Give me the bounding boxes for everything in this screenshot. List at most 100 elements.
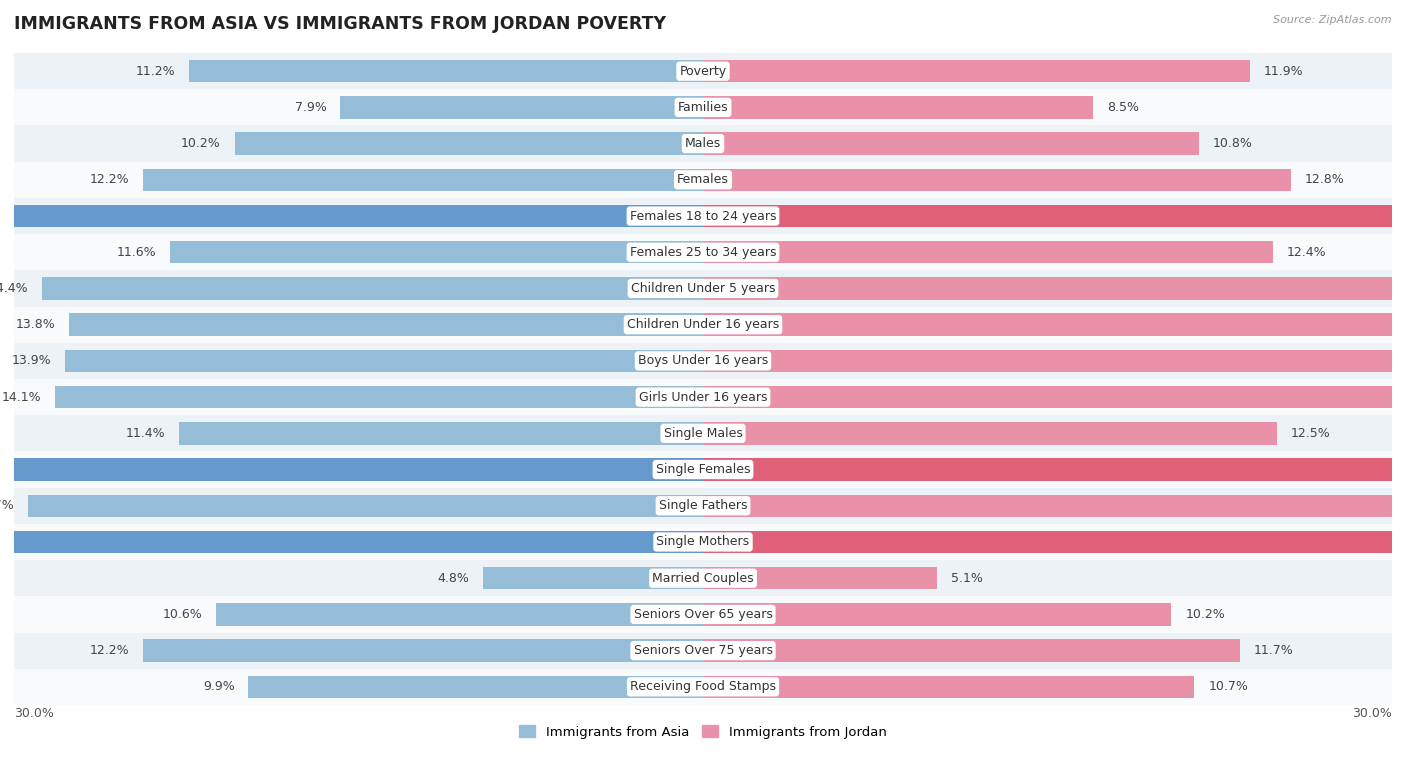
Bar [703,241,1272,264]
Bar [703,531,1406,553]
Text: 11.4%: 11.4% [127,427,166,440]
Bar [340,96,703,118]
Bar [14,343,1392,379]
Bar [69,314,703,336]
Text: 11.7%: 11.7% [1254,644,1294,657]
Text: Girls Under 16 years: Girls Under 16 years [638,390,768,403]
Bar [14,487,1392,524]
Text: Single Males: Single Males [664,427,742,440]
Text: Source: ZipAtlas.com: Source: ZipAtlas.com [1274,15,1392,25]
Text: IMMIGRANTS FROM ASIA VS IMMIGRANTS FROM JORDAN POVERTY: IMMIGRANTS FROM ASIA VS IMMIGRANTS FROM … [14,15,666,33]
Bar [55,386,703,409]
Bar [14,53,1392,89]
Text: 14.1%: 14.1% [1,390,42,403]
Text: Females 18 to 24 years: Females 18 to 24 years [630,209,776,223]
Bar [703,603,1171,625]
Bar [217,603,703,625]
Bar [0,205,703,227]
Bar [14,524,1392,560]
Bar [14,198,1392,234]
Bar [0,459,703,481]
Text: 10.7%: 10.7% [1208,681,1249,694]
Bar [142,640,703,662]
Bar [703,168,1291,191]
Bar [14,669,1392,705]
Text: Receiving Food Stamps: Receiving Food Stamps [630,681,776,694]
Text: Married Couples: Married Couples [652,572,754,584]
Bar [703,567,938,590]
Bar [65,349,703,372]
Bar [14,379,1392,415]
Bar [703,494,1406,517]
Bar [703,349,1406,372]
Bar [188,60,703,83]
Text: 8.5%: 8.5% [1107,101,1139,114]
Bar [28,494,703,517]
Text: Seniors Over 75 years: Seniors Over 75 years [634,644,772,657]
Text: Females 25 to 34 years: Females 25 to 34 years [630,246,776,258]
Bar [14,306,1392,343]
Text: 13.9%: 13.9% [11,355,51,368]
Bar [14,415,1392,452]
Bar [703,133,1199,155]
Bar [703,314,1406,336]
Text: 5.1%: 5.1% [950,572,983,584]
Bar [703,386,1406,409]
Bar [14,560,1392,597]
Bar [14,597,1392,632]
Text: 12.2%: 12.2% [89,644,129,657]
Text: 9.9%: 9.9% [202,681,235,694]
Text: 14.4%: 14.4% [0,282,28,295]
Text: 30.0%: 30.0% [1353,707,1392,721]
Bar [703,96,1094,118]
Text: Females: Females [678,174,728,186]
Bar [14,234,1392,271]
Bar [14,452,1392,487]
Text: 12.5%: 12.5% [1291,427,1330,440]
Text: 10.2%: 10.2% [181,137,221,150]
Text: Seniors Over 65 years: Seniors Over 65 years [634,608,772,621]
Bar [180,422,703,444]
Bar [703,60,1250,83]
Text: 30.0%: 30.0% [14,707,53,721]
Bar [142,168,703,191]
Text: 12.4%: 12.4% [1286,246,1326,258]
Bar [0,531,703,553]
Bar [703,422,1277,444]
Bar [14,89,1392,126]
Text: 10.6%: 10.6% [163,608,202,621]
Text: 10.2%: 10.2% [1185,608,1225,621]
Bar [703,277,1406,299]
Text: 7.9%: 7.9% [294,101,326,114]
Bar [170,241,703,264]
Bar [703,459,1406,481]
Text: 12.8%: 12.8% [1305,174,1344,186]
Text: Single Females: Single Females [655,463,751,476]
Text: 12.2%: 12.2% [89,174,129,186]
Bar [703,640,1240,662]
Bar [14,161,1392,198]
Text: 11.2%: 11.2% [135,64,174,77]
Text: Single Mothers: Single Mothers [657,535,749,549]
Text: Children Under 16 years: Children Under 16 years [627,318,779,331]
Text: Males: Males [685,137,721,150]
Bar [14,632,1392,669]
Bar [703,675,1195,698]
Text: 11.6%: 11.6% [117,246,156,258]
Text: 14.7%: 14.7% [0,500,14,512]
Bar [249,675,703,698]
Text: Poverty: Poverty [679,64,727,77]
Bar [14,126,1392,161]
Legend: Immigrants from Asia, Immigrants from Jordan: Immigrants from Asia, Immigrants from Jo… [515,720,891,744]
Text: 10.8%: 10.8% [1213,137,1253,150]
Text: Families: Families [678,101,728,114]
Text: Single Fathers: Single Fathers [659,500,747,512]
Bar [14,271,1392,306]
Text: Boys Under 16 years: Boys Under 16 years [638,355,768,368]
Bar [482,567,703,590]
Text: Children Under 5 years: Children Under 5 years [631,282,775,295]
Bar [703,205,1406,227]
Text: 11.9%: 11.9% [1264,64,1303,77]
Bar [235,133,703,155]
Text: 4.8%: 4.8% [437,572,468,584]
